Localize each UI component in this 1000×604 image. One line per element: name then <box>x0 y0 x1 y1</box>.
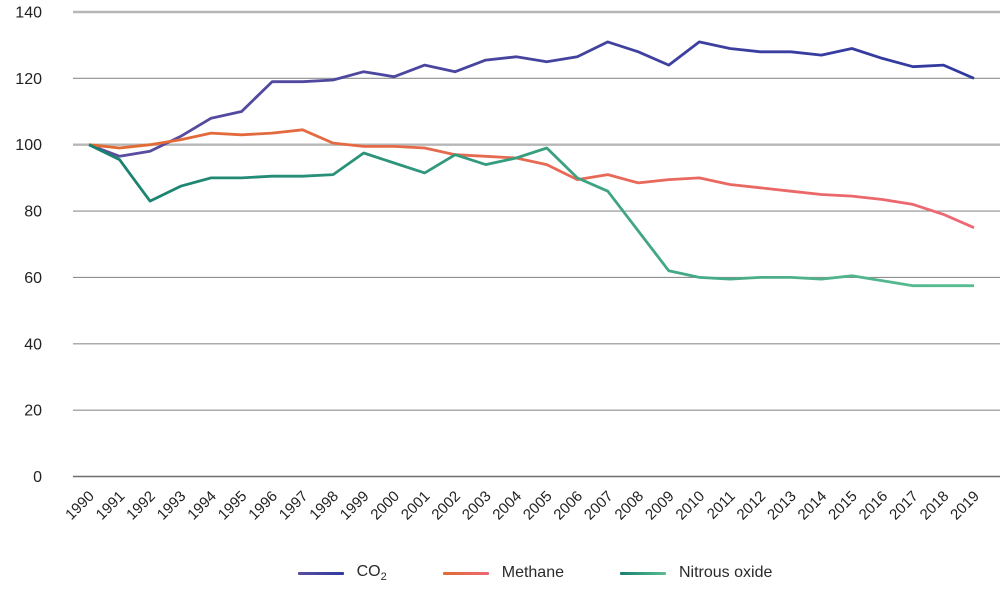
chart-legend: CO2 Methane Nitrous oxide <box>0 560 1000 586</box>
x-tick-label-2005: 2005 <box>520 488 556 524</box>
line-chart-canvas: 0204060801001201401990199119921993199419… <box>15 5 1000 524</box>
x-tick-label-2001: 2001 <box>398 488 434 524</box>
y-tick-label-0: 0 <box>33 469 42 486</box>
x-tick-label-2011: 2011 <box>704 488 739 523</box>
x-tick-label-2007: 2007 <box>581 488 617 524</box>
x-tick-label-1998: 1998 <box>306 488 342 524</box>
legend-item-methane: Methane <box>442 564 564 582</box>
legend-line-co2 <box>297 571 344 575</box>
x-tick-label-2014: 2014 <box>795 488 831 524</box>
x-tick-label-2006: 2006 <box>550 488 586 524</box>
legend-label-nitrous-oxide: Nitrous oxide <box>679 564 773 581</box>
x-tick-label-2012: 2012 <box>734 488 770 524</box>
x-tick-label-1996: 1996 <box>245 488 281 524</box>
x-tick-label-1994: 1994 <box>184 488 220 524</box>
x-tick-label-2003: 2003 <box>459 488 495 524</box>
y-tick-label-80: 80 <box>24 204 42 221</box>
series-line-co2 <box>88 40 975 158</box>
x-tick-label-2015: 2015 <box>825 488 861 524</box>
x-tick-label-2004: 2004 <box>489 488 525 524</box>
x-tick-label-1997: 1997 <box>276 488 312 524</box>
x-tick-label-2018: 2018 <box>917 488 953 524</box>
legend-line-methane <box>442 571 489 575</box>
x-tick-label-2000: 2000 <box>367 488 403 524</box>
x-tick-label-2002: 2002 <box>428 488 464 524</box>
x-tick-label-2009: 2009 <box>642 488 678 524</box>
y-tick-label-60: 60 <box>24 270 42 287</box>
y-tick-label-40: 40 <box>24 336 42 353</box>
x-tick-label-1991: 1991 <box>93 488 129 524</box>
legend-item-nitrous-oxide: Nitrous oxide <box>620 564 772 582</box>
x-tick-label-1992: 1992 <box>123 488 159 524</box>
x-tick-label-1999: 1999 <box>337 488 373 524</box>
series-line-methane <box>88 128 975 229</box>
x-tick-label-1995: 1995 <box>215 488 251 524</box>
series-line-nitrous-oxide <box>88 143 974 288</box>
x-tick-label-2010: 2010 <box>673 488 709 524</box>
x-tick-label-2019: 2019 <box>947 488 983 524</box>
legend-label-methane: Methane <box>501 564 564 581</box>
x-tick-label-2016: 2016 <box>856 488 892 524</box>
x-tick-label-2017: 2017 <box>886 488 922 524</box>
legend-item-co2: CO2 <box>297 562 387 584</box>
x-tick-label-2008: 2008 <box>612 488 648 524</box>
y-tick-label-100: 100 <box>15 137 42 154</box>
legend-line-nitrous-oxide <box>620 571 666 575</box>
x-tick-label-1990: 1990 <box>62 488 98 524</box>
x-tick-label-1993: 1993 <box>154 488 190 524</box>
y-tick-label-20: 20 <box>24 403 42 420</box>
y-tick-label-140: 140 <box>15 5 42 22</box>
legend-label-co2: CO2 <box>356 562 387 584</box>
x-tick-label-2013: 2013 <box>764 488 800 524</box>
y-tick-label-120: 120 <box>15 71 42 88</box>
